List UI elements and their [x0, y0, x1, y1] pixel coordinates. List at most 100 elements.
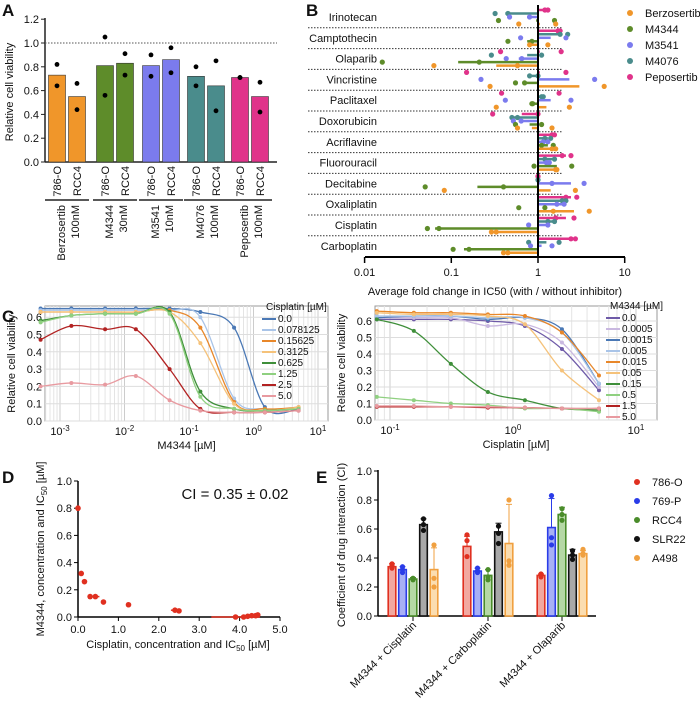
c-x-tick-label: 100 [245, 424, 262, 438]
d-x-axis-label: Cisplatin, concentration and IC50 [µM] [86, 639, 269, 653]
a-y-axis-label: Relative cell viability [4, 42, 16, 141]
c-y-tick-label: 0.6 [27, 312, 42, 324]
b-data-point [549, 243, 555, 249]
c-x-tick-label: 10-2 [115, 424, 135, 438]
e-y-tick-label: 0.4 [357, 553, 372, 565]
e-data-point [464, 553, 470, 560]
e-data-point [420, 522, 427, 528]
a-bar [187, 76, 205, 163]
c-legend-label: 0.625 [278, 358, 303, 369]
c-tick-exponent: -3 [63, 424, 71, 433]
b-data-point [492, 10, 498, 17]
b-data-point [527, 243, 534, 249]
a-cell-label: 786-O [100, 166, 112, 197]
d-data-point [248, 612, 255, 619]
c-data-point [103, 327, 108, 332]
e-data-point [580, 551, 586, 557]
e-data-point [485, 574, 491, 580]
c-data-point [232, 406, 237, 411]
c-legend-label: 0.0015 [622, 335, 653, 346]
e-bar [536, 574, 546, 617]
c-y-tick-label: 0.5 [357, 333, 372, 345]
e-bar [408, 578, 418, 617]
d-y-label-sub: 50 [40, 486, 49, 495]
d-x-label-text: Cisplatin, concentration and IC [86, 639, 236, 651]
b-legend-marker [627, 42, 633, 48]
d-data-point [254, 612, 261, 618]
c-data-point [411, 398, 416, 403]
b-data-point [553, 146, 559, 152]
c-legend-label: 0.15625 [278, 336, 315, 347]
a-data-point [74, 107, 80, 113]
b-drug-label: Vincristine [326, 74, 377, 86]
a-y-tick-label: 0.0 [24, 157, 39, 169]
e-bar [557, 513, 567, 617]
c-x-tick-label: 10-1 [179, 424, 199, 438]
b-legend-marker [627, 26, 633, 32]
c-data-point [559, 406, 564, 411]
a-cell-label: 786-O [191, 166, 203, 197]
a-y-tick-label: 0.4 [24, 109, 39, 121]
c-y-tick-label: 0.2 [357, 382, 372, 394]
a-data-point [54, 83, 60, 89]
d-y-tick-label: 0.4 [57, 558, 72, 570]
c-data-point [167, 367, 172, 372]
c-legend-label: 0.0 [622, 313, 636, 324]
e-data-point [548, 535, 555, 541]
c-y-axis-label: Relative cell viability [336, 313, 348, 412]
e-data-point [559, 506, 565, 512]
b-data-point [574, 194, 580, 200]
b-data-point [436, 225, 442, 232]
b-data-point [538, 142, 545, 148]
d-y-tick-label: 0.6 [57, 530, 72, 542]
c-data-point [559, 340, 564, 345]
b-data-point [586, 208, 592, 214]
e-legend-marker [634, 536, 640, 542]
d-data-point [92, 593, 99, 600]
c-data-point [596, 373, 601, 378]
c-legend-label: 0.5 [622, 390, 636, 401]
c-x-axis-label: Cisplatin [µM] [483, 439, 550, 451]
c-tick-base: 10 [179, 426, 191, 438]
a-bar [96, 65, 114, 163]
e-legend-marker [634, 498, 640, 504]
a-cell-label: 786-O [52, 166, 64, 197]
c-y-tick-label: 0.3 [27, 364, 42, 376]
e-data-point [569, 548, 576, 554]
a-y-tick-label: 1.0 [24, 38, 39, 50]
e-data-point [431, 584, 437, 590]
e-data-point [559, 511, 565, 518]
c-data-point [411, 403, 416, 408]
c-data-point [374, 314, 379, 319]
e-category-label: M4344 + Olaparib [498, 620, 569, 691]
b-data-point [572, 236, 578, 242]
b-data-point [506, 14, 513, 20]
c-x-tick-label: 100 [505, 423, 522, 437]
b-data-point [551, 156, 558, 162]
c-legend-label: 0.3125 [278, 347, 309, 358]
panel-label-e: E [316, 468, 327, 487]
c-x-axis-label: M4344 [µM] [157, 440, 215, 452]
b-data-point [514, 63, 521, 69]
a-data-point [148, 52, 154, 58]
e-data-point [548, 493, 555, 499]
c-y-tick-label: 0.5 [27, 330, 42, 342]
b-data-point [450, 246, 456, 252]
d-x-tick-label: 4.0 [232, 624, 247, 636]
c-tick-exponent: 0 [257, 424, 262, 433]
c-data-point [374, 310, 379, 315]
b-data-point [549, 146, 555, 152]
e-legend-label: RCC4 [652, 515, 682, 527]
e-data-point [495, 540, 502, 547]
c-tick-base: 10 [310, 426, 322, 438]
e-bar [472, 570, 483, 617]
d-x-label-sub: 50 [236, 644, 245, 653]
b-x-axis-label: Average fold change in IC50 (with / with… [368, 286, 622, 298]
c-tick-exponent: -2 [127, 424, 135, 433]
c-y-tick-label: 0.2 [27, 381, 42, 393]
e-bar [546, 526, 557, 617]
a-group-label: M4344 [104, 205, 116, 239]
b-drug-label: Irinotecan [329, 12, 377, 24]
c-data-point [103, 311, 108, 316]
e-data-point [569, 556, 576, 563]
